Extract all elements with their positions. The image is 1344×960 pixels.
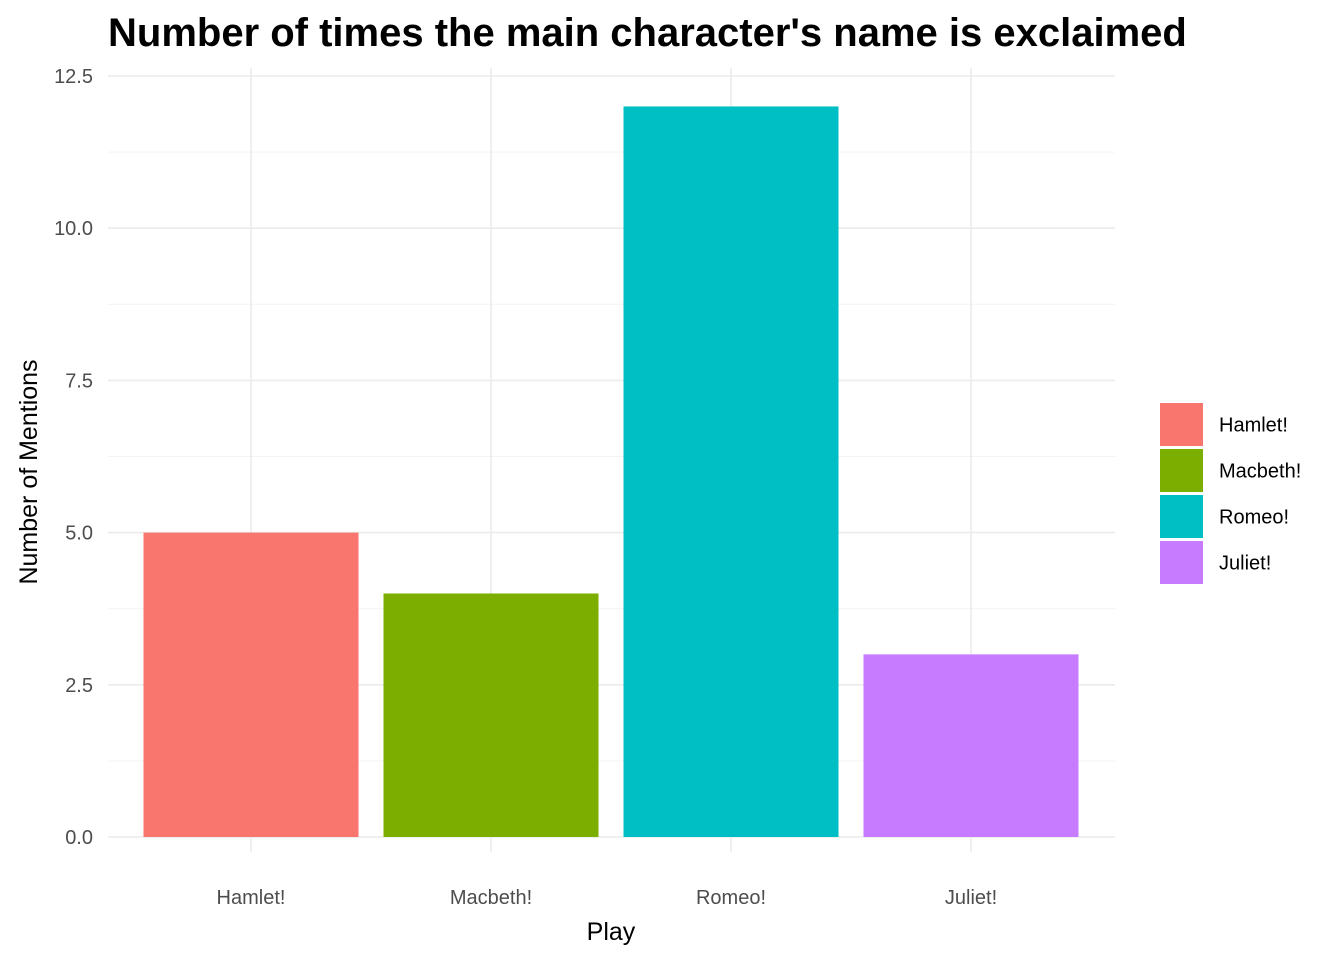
bar-hamlet: [143, 532, 359, 837]
bar-macbeth: [383, 593, 599, 837]
x-tick-label: Romeo!: [696, 887, 766, 909]
y-tick-label: 7.5: [65, 370, 93, 392]
x-axis-title: Play: [587, 918, 636, 946]
x-tick-label: Macbeth!: [450, 887, 532, 909]
legend-label: Macbeth!: [1219, 461, 1301, 483]
legend-swatch: [1160, 541, 1203, 584]
x-tick-label: Hamlet!: [217, 887, 286, 909]
y-axis-title: Number of Mentions: [15, 359, 43, 584]
y-axis-ticks: 0.0 2.5 5.0 7.5 10.0 12.5: [54, 66, 93, 849]
legend-swatch: [1160, 449, 1203, 492]
legend-label: Romeo!: [1219, 507, 1289, 529]
y-tick-label: 12.5: [54, 66, 93, 88]
legend-label: Hamlet!: [1219, 415, 1288, 437]
y-tick-label: 10.0: [54, 218, 93, 240]
x-axis-ticks: Hamlet! Macbeth! Romeo! Juliet!: [217, 887, 998, 909]
legend-swatch: [1160, 403, 1203, 446]
bar-juliet: [863, 654, 1079, 837]
legend: Hamlet! Macbeth! Romeo! Juliet!: [1160, 403, 1301, 584]
y-tick-label: 2.5: [65, 675, 93, 697]
legend-label: Juliet!: [1219, 553, 1271, 575]
x-tick-label: Juliet!: [945, 887, 997, 909]
bars: [143, 106, 1079, 837]
y-tick-label: 5.0: [65, 523, 93, 545]
bar-romeo: [623, 106, 839, 837]
legend-swatch: [1160, 495, 1203, 538]
y-tick-label: 0.0: [65, 827, 93, 849]
chart-title: Number of times the main character's nam…: [108, 11, 1187, 55]
